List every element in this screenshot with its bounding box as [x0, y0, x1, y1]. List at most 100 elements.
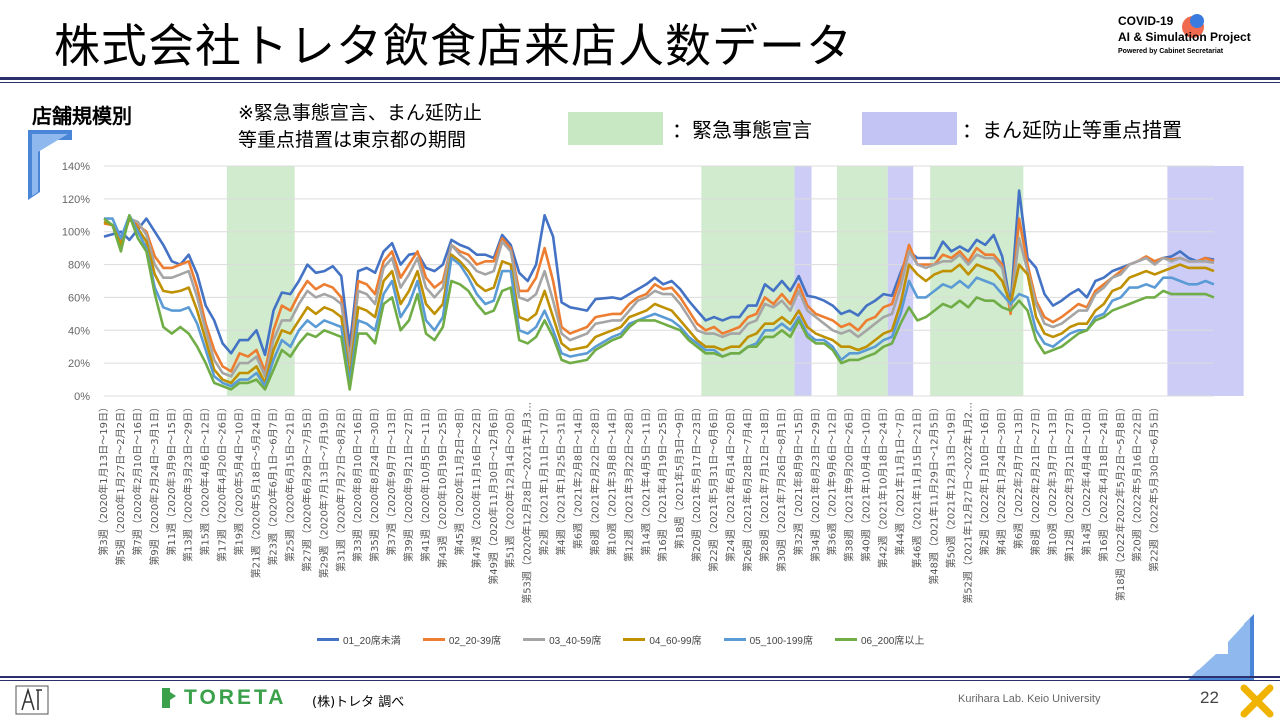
legend-item-4: 05_100-199席	[723, 632, 813, 647]
emergency-legend-label: ：緊急事態宣言	[672, 118, 812, 142]
x-tick-label-6: 第15週（2020年4月6日～12日）	[199, 402, 212, 556]
x-tick-label-52: 第2週（2022年1月10日～16日）	[978, 402, 991, 556]
x-tick-label-30: 第10週（2021年3月8日～14日）	[605, 402, 618, 556]
header-rule	[0, 77, 1280, 80]
x-tick-label-21: 第45週（2020年11月2日～8日）	[453, 402, 466, 556]
x-tick-label-50: 第50週（2021年12月13日～19日）	[944, 402, 957, 568]
series-line-0	[103, 189, 1215, 357]
x-tick-label-16: 第35週（2020年8月24日～30日）	[368, 402, 381, 562]
y-tick-label-5: 100%	[62, 227, 90, 239]
x-tick-label-26: 第2週（2021年1月11日～17日）	[538, 402, 551, 556]
x-tick-label-46: 第42週（2021年10月18日～24日）	[877, 402, 890, 568]
header-rule-thin	[0, 82, 1280, 83]
x-tick-label-36: 第22週（2021年5月31日～6月6日）	[707, 402, 720, 572]
x-tick-label-51: 第52週（2021年12月27日～2022年1月2…	[961, 402, 974, 604]
legend-item-0: 01_20席未満	[317, 632, 401, 647]
x-tick-label-37: 第24週（2021年6月14日～20日）	[724, 402, 737, 562]
x-tick-label-49: 第48週（2021年11月29日～12月5日）	[927, 402, 940, 585]
x-tick-label-60: 第18週（2022年2022年5月2日～5月8日）	[1114, 402, 1127, 601]
emergency-band-3	[930, 166, 1024, 396]
x-tick-label-59: 第16週（2022年4月18日～24日）	[1097, 402, 1110, 562]
x-tick-label-24: 第51週（2020年12月14日～20日）	[504, 402, 517, 568]
x-tick-label-34: 第18週（2021年5月3日～9日）	[673, 402, 686, 549]
x-tick-label-41: 第32週（2021年8月9日～15日）	[792, 402, 805, 556]
series-line-5	[103, 214, 1215, 391]
covid-project-logo: COVID-19 AI & Simulation Project Powered…	[1118, 14, 1251, 55]
logo-line1: COVID-19	[1118, 14, 1174, 28]
legend-swatch-1	[422, 638, 445, 641]
y-tick-label-7: 140%	[62, 161, 90, 173]
series-line-1	[103, 217, 1215, 373]
x-tick-label-10: 第23週（2020年6月1日～6月7日）	[266, 402, 279, 566]
x-tick-label-35: 第20週（2021年5月17日～23日）	[690, 402, 703, 562]
x-tick-label-38: 第26週（2021年6月28日～7月4日）	[741, 402, 754, 572]
x-tick-label-23: 第49週（2020年11月30日～12月6日）	[487, 402, 500, 585]
series-line-4	[104, 214, 1215, 388]
x-tick-label-33: 第16週（2021年4月19日～25日）	[656, 402, 669, 562]
x-tick-label-9: 第21週（2020年5月18日～5月24日）	[250, 402, 263, 578]
emergency-legend-swatch	[568, 112, 663, 145]
legend-swatch-2	[523, 638, 546, 641]
x-tick-label-58: 第14週（2022年4月4日～10日）	[1080, 402, 1093, 556]
x-mark-logo-icon	[1240, 684, 1274, 718]
page-number: 22	[1200, 688, 1219, 707]
logo-dot-icon	[1190, 14, 1204, 28]
x-tick-label-27: 第4週（2021年1月25日～31日）	[555, 402, 568, 556]
toreta-brand: TORETA	[160, 686, 286, 710]
section-title: 店舗規模別	[32, 104, 132, 128]
legend-label-0: 01_20席未満	[343, 636, 401, 647]
x-tick-label-29: 第8週（2021年2月22日～28日）	[588, 402, 601, 556]
x-tick-label-12: 第27週（2020年6月29日～7月5日）	[300, 402, 313, 572]
x-tick-label-7: 第17週（2020年4月20日～26日）	[216, 402, 229, 562]
priority-legend-label: ：まん延防止等重点措置	[962, 118, 1182, 142]
toreta-leaf-icon	[162, 688, 176, 708]
keio-lab-logo-icon	[15, 685, 49, 715]
series-line-3	[103, 217, 1215, 385]
y-tick-label-6: 120%	[62, 194, 90, 206]
x-tick-label-13: 第29週（2020年7月13日～7月19日）	[317, 402, 330, 578]
priority-legend-swatch	[862, 112, 957, 145]
y-tick-label-3: 60%	[68, 292, 90, 304]
x-tick-label-43: 第36週（2021年9月6日～12日）	[826, 402, 839, 556]
x-tick-label-39: 第28週（2021年7月12日～18日）	[758, 402, 771, 562]
period-note: ※緊急事態宣言、まん延防止 等重点措置は東京都の期間	[238, 100, 482, 154]
source-note: (株)トレタ 調べ	[312, 695, 405, 710]
x-tick-label-45: 第40週（2021年10月4日～10日）	[860, 402, 873, 562]
legend-swatch-3	[623, 638, 646, 641]
x-tick-label-5: 第13週（2020年3月23日～29日）	[182, 402, 195, 562]
x-tick-label-61: 第20週（2022年5月16日～22日）	[1131, 402, 1144, 562]
x-tick-label-14: 第31週（2020年7月27日～8月2日）	[334, 402, 347, 572]
legend-swatch-5	[835, 638, 857, 641]
x-tick-label-3: 第9週（2020年2月24日～3月1日）	[148, 402, 161, 566]
toreta-brand-name: TORETA	[184, 686, 287, 709]
emergency-band-1	[701, 166, 795, 396]
legend-label-1: 02_20-39席	[448, 636, 502, 647]
legend-label-3: 04_60-99席	[649, 636, 702, 647]
x-tick-label-28: 第6週（2021年2月8日～14日）	[572, 402, 585, 549]
footer-rule-thin	[0, 680, 1280, 681]
x-tick-label-8: 第19週（2020年5月4日～10日）	[233, 402, 246, 556]
legend-label-2: 03_40-59席	[549, 636, 602, 647]
page-title: 株式会社トレタ飲食店来店人数データ	[54, 19, 853, 73]
x-tick-label-62: 第22週（2022年5月30日～6月5日）	[1148, 402, 1161, 572]
x-tick-label-31: 第12週（2021年3月22日～28日）	[622, 402, 635, 562]
series-legend: 01_20席未満 02_20-39席 03_40-59席 04_60-99席 05_10…	[317, 632, 977, 647]
lab-credit: Kurihara Lab. Keio University	[958, 693, 1101, 705]
legend-item-3: 04_60-99席	[623, 632, 702, 647]
logo-line3: Powered by Cabinet Secretariat	[1118, 48, 1224, 55]
footer-rule	[0, 676, 1280, 678]
y-tick-label-1: 20%	[68, 358, 90, 370]
logo-line2: AI & Simulation Project	[1118, 30, 1251, 44]
x-tick-label-1: 第5週（2020年1月27日～2月2日）	[114, 402, 127, 566]
legend-swatch-4	[723, 638, 746, 641]
x-tick-label-48: 第46週（2021年11月15日～21日）	[910, 402, 923, 568]
note-line2: 等重点措置は東京都の期間	[238, 129, 467, 151]
x-tick-label-4: 第11週（2020年3月9日～15日）	[165, 402, 178, 556]
legend-item-1: 02_20-39席	[422, 632, 502, 647]
legend-swatch-0	[317, 638, 339, 641]
x-tick-label-11: 第25週（2020年6月15日～21日）	[283, 402, 296, 562]
x-tick-label-15: 第33週（2020年8月10日～16日）	[351, 402, 364, 562]
x-tick-label-0: 第3週（2020年1月13日～19日）	[97, 402, 110, 556]
x-tick-label-57: 第12週（2022年3月21日～27日）	[1063, 402, 1076, 562]
